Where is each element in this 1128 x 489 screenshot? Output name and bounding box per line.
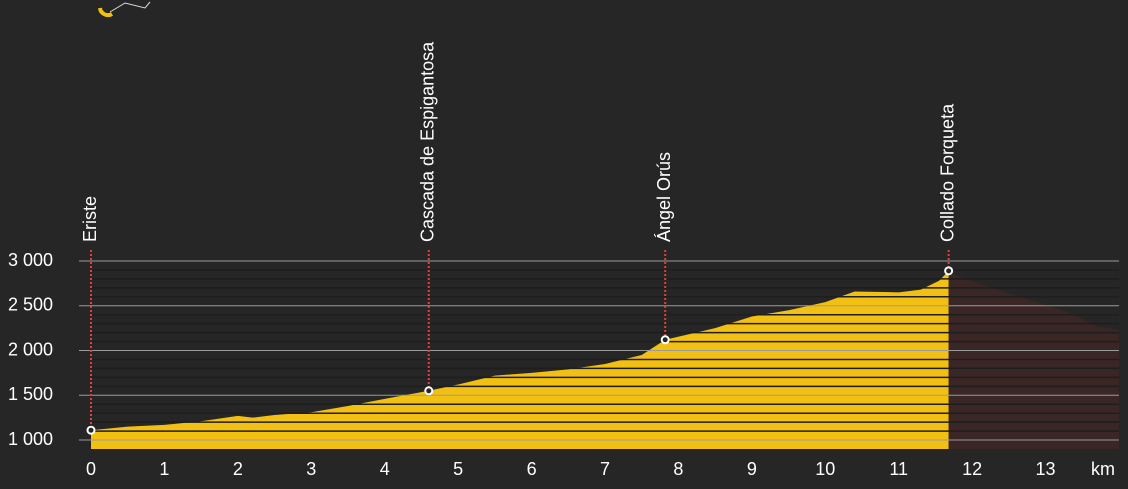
x-tick-label: 11: [889, 459, 908, 479]
waypoint-label: Collado Forqueta: [937, 103, 957, 242]
waypoint-marker: [660, 335, 670, 345]
x-tick-label: 4: [380, 459, 390, 479]
x-tick-label: 5: [453, 459, 463, 479]
y-tick-label: 2 000: [8, 339, 53, 359]
waypoint-marker: [944, 266, 954, 276]
x-tick-label: 0: [86, 459, 96, 479]
x-tick-label: 13: [1036, 459, 1056, 479]
x-tick-label: 3: [306, 459, 316, 479]
waypoint-label: Eriste: [80, 196, 100, 242]
waypoint-label: Ángel Orús: [654, 152, 674, 242]
y-tick-label: 1 000: [8, 429, 53, 449]
waypoint-marker: [86, 425, 96, 435]
waypoint-label: Cascada de Espigantosa: [418, 41, 438, 242]
logo-outline: [109, 1, 151, 13]
x-tick-label: 9: [747, 459, 757, 479]
waypoint-marker: [424, 386, 434, 396]
y-tick-label: 2 500: [8, 295, 53, 315]
x-tick-label: 2: [233, 459, 243, 479]
x-axis-label: km: [1091, 459, 1115, 479]
x-tick-label: 1: [159, 459, 169, 479]
x-tick-label: 8: [673, 459, 683, 479]
y-tick-label: 3 000: [8, 250, 53, 270]
x-tick-label: 10: [815, 459, 835, 479]
y-tick-label: 1 500: [8, 384, 53, 404]
logo: [98, 7, 114, 18]
x-tick-label: 12: [962, 459, 982, 479]
x-tick-label: 7: [600, 459, 610, 479]
x-tick-label: 6: [527, 459, 537, 479]
